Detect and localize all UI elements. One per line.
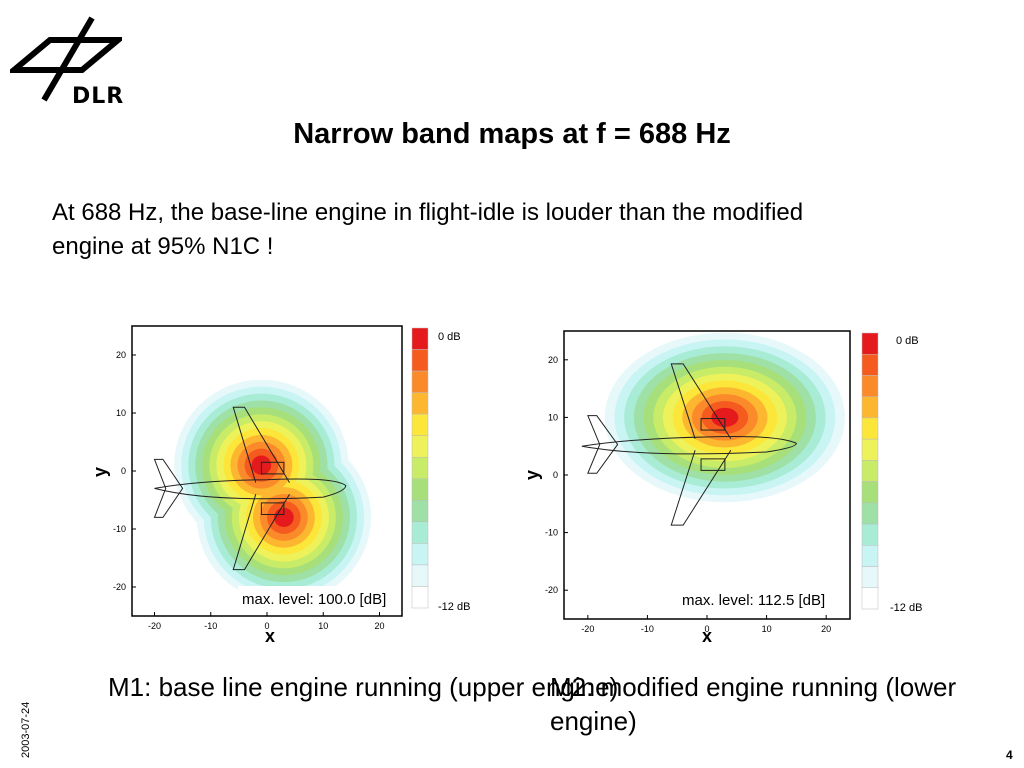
y-tick-label: -10 bbox=[545, 528, 558, 538]
lower-wing bbox=[232, 493, 290, 571]
x-axis-label: x bbox=[265, 626, 275, 646]
aircraft-outline bbox=[581, 363, 797, 526]
colorbar-segment-8 bbox=[411, 500, 429, 523]
max-level-annotation: max. level: 100.0 [dB] bbox=[242, 591, 386, 608]
colorbar-top-label: 0 dB bbox=[438, 331, 461, 343]
slide-title: Narrow band maps at f = 688 Hz bbox=[293, 118, 731, 150]
x-tick-label: -20 bbox=[581, 624, 594, 634]
caption-m1: M1: base line engine running (upper engi… bbox=[108, 672, 619, 702]
colorbar-segment-10 bbox=[411, 543, 429, 566]
date-stamp: 2003-07-24 bbox=[20, 692, 42, 758]
upper-engine bbox=[700, 418, 726, 431]
contour-levels bbox=[174, 379, 372, 603]
colorbar-segment-6 bbox=[411, 456, 429, 480]
colorbar-segment-2 bbox=[861, 375, 879, 397]
y-axis-ticks: 20 10 0 -10 -20 bbox=[113, 350, 136, 592]
lower-wing bbox=[670, 449, 732, 526]
page-number: 4 bbox=[1006, 748, 1013, 762]
upper-engine bbox=[260, 461, 285, 475]
x-tick-label: -10 bbox=[641, 624, 654, 634]
colorbar-segment-3 bbox=[861, 396, 879, 419]
max-level-annotation: max. level: 112.5 [dB] bbox=[682, 592, 825, 609]
colorbar-segment-4 bbox=[861, 417, 879, 440]
lower-engine bbox=[700, 458, 726, 471]
upper-wing bbox=[232, 406, 290, 483]
colorbar-segment-9 bbox=[411, 521, 429, 544]
colorbar-segment-0 bbox=[861, 332, 879, 355]
x-tick-label: 10 bbox=[762, 624, 772, 634]
colorbar-segment-5 bbox=[411, 435, 429, 458]
x-axis-ticks: -20 -10 0 10 20 bbox=[148, 612, 385, 631]
colorbar-segment-11 bbox=[861, 566, 879, 589]
colorbar-segment-7 bbox=[411, 478, 429, 501]
date-text: 2003-07-24 bbox=[20, 701, 32, 758]
colorbar-segment-1 bbox=[861, 353, 879, 376]
colorbar-bottom-label: -12 dB bbox=[890, 602, 922, 614]
y-tick-label: 0 bbox=[121, 466, 126, 476]
fuselage bbox=[154, 478, 347, 500]
x-tick-label: -20 bbox=[148, 621, 161, 631]
colorbar-bottom-label: -12 dB bbox=[438, 601, 470, 613]
contour-level-0 bbox=[711, 407, 739, 427]
colorbar bbox=[861, 332, 879, 610]
colorbar-segment-8 bbox=[861, 502, 879, 525]
y-tick-label: -20 bbox=[113, 582, 126, 592]
tail bbox=[587, 415, 619, 474]
logo-text: DLR bbox=[72, 84, 125, 109]
contour-layer bbox=[153, 379, 372, 603]
colorbar-segment-0 bbox=[411, 327, 429, 350]
y-tick-label: -10 bbox=[113, 524, 126, 534]
x-tick-label: 0 bbox=[704, 624, 709, 634]
x-axis-label: x bbox=[702, 626, 712, 646]
annotation-box bbox=[678, 587, 846, 609]
y-axis-ticks: 20 10 0 -10 -20 bbox=[545, 355, 568, 595]
colorbar bbox=[411, 327, 429, 609]
colorbar-segment-11 bbox=[411, 564, 429, 587]
slide-statement: At 688 Hz, the base-line engine in fligh… bbox=[52, 199, 804, 260]
annotation-box bbox=[238, 586, 396, 608]
colorbar-segment-9 bbox=[861, 523, 879, 546]
noise-map-m2: 20 10 0 -10 -20 -20 -10 0 10 20 x y max. level: … bbox=[522, 330, 922, 646]
x-tick-label: 20 bbox=[821, 624, 831, 634]
colorbar-segment-5 bbox=[861, 438, 879, 461]
colorbar-segment-10 bbox=[861, 545, 879, 567]
fuselage bbox=[581, 436, 797, 455]
caption-m2: M2: modified engine running (lower engin… bbox=[550, 672, 957, 736]
x-tick-label: 20 bbox=[374, 621, 384, 631]
colorbar-segment-3 bbox=[411, 392, 429, 415]
x-tick-label: 10 bbox=[318, 621, 328, 631]
aircraft-outline bbox=[153, 406, 347, 571]
colorbar-segment-4 bbox=[411, 413, 429, 436]
y-axis-label: y bbox=[92, 467, 110, 477]
contour-levels bbox=[604, 332, 845, 503]
y-axis-label: y bbox=[522, 470, 542, 480]
y-tick-label: 10 bbox=[548, 412, 558, 422]
upper-wing bbox=[670, 363, 732, 439]
colorbar-segment-2 bbox=[411, 370, 429, 393]
tail bbox=[153, 458, 184, 518]
x-tick-label: 0 bbox=[264, 621, 269, 631]
dlr-logo bbox=[10, 16, 122, 102]
y-tick-label: 20 bbox=[548, 355, 558, 365]
y-tick-label: -20 bbox=[545, 585, 558, 595]
colorbar-segment-12 bbox=[411, 586, 429, 609]
x-tick-label: -10 bbox=[204, 621, 217, 631]
colorbar-segment-7 bbox=[861, 481, 879, 504]
y-tick-label: 20 bbox=[116, 350, 126, 360]
colorbar-top-label: 0 dB bbox=[896, 335, 919, 347]
colorbar-segment-6 bbox=[861, 460, 879, 482]
y-tick-label: 0 bbox=[553, 470, 558, 480]
x-axis-ticks: -20 -10 0 10 20 bbox=[581, 615, 831, 634]
colorbar-segment-12 bbox=[861, 587, 879, 610]
contour-layer bbox=[581, 332, 845, 526]
noise-map-m1: 20 10 0 -10 -20 -20 -10 0 10 20 x y max. level: … bbox=[92, 325, 470, 646]
lower-engine bbox=[260, 502, 285, 515]
y-tick-label: 10 bbox=[116, 408, 126, 418]
colorbar-segment-1 bbox=[411, 349, 429, 372]
